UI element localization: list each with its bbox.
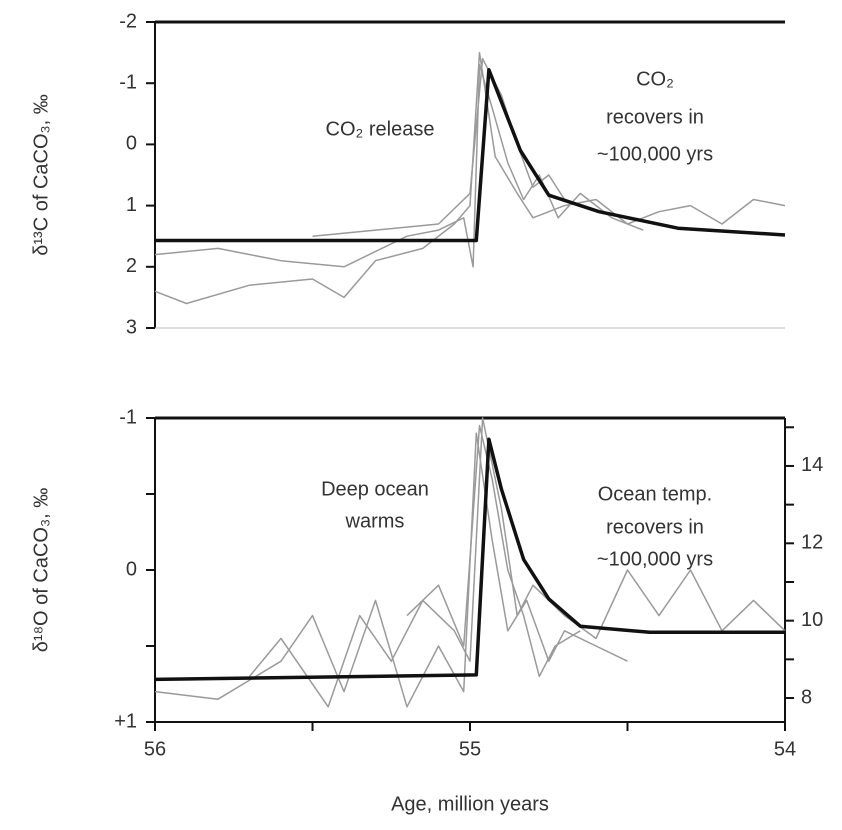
y2-tick-label: 10 (801, 609, 823, 631)
data-line (154, 64, 644, 268)
data-line (154, 437, 785, 682)
annotation: CO₂ (636, 68, 674, 90)
y-tick-label: 0 (126, 558, 137, 580)
y-tick-label: -2 (119, 10, 137, 32)
x-tick-label: 56 (144, 738, 166, 760)
annotation: ~100,000 yrs (597, 143, 713, 165)
y-tick-label: 1 (126, 194, 137, 216)
annotation: Ocean temp. (598, 483, 713, 505)
y-tick-label: 2 (126, 255, 137, 277)
y-tick-label: -1 (119, 406, 137, 428)
y2-tick-label: 12 (801, 532, 823, 554)
y-tick-label: 0 (126, 133, 137, 155)
data-line (154, 432, 628, 708)
data-line (155, 67, 786, 243)
y2-tick-label: 8 (801, 686, 812, 708)
annotation: ~100,000 yrs (597, 548, 713, 570)
data-line (154, 51, 786, 305)
annotation: Deep ocean (321, 478, 429, 500)
annotation: recovers in (606, 516, 704, 538)
data-line (406, 424, 581, 678)
y-axis-title: δ¹⁸O of CaCO₃, ‰ (30, 488, 52, 652)
annotation: warms (345, 510, 405, 532)
annotation: recovers in (606, 106, 704, 128)
y-tick-label: 3 (126, 316, 137, 338)
x-axis-title: Age, million years (391, 793, 549, 815)
y-tick-label: +1 (114, 710, 137, 732)
x-tick-label: 55 (459, 738, 481, 760)
data-line (312, 57, 566, 237)
y2-tick-label: 14 (801, 454, 823, 476)
x-tick-label: 54 (774, 738, 796, 760)
y-tick-label: -1 (119, 71, 137, 93)
data-line (248, 417, 786, 708)
annotation: CO₂ release (326, 118, 435, 140)
y-axis-title: δ¹³C of CaCO₃, ‰ (30, 94, 52, 256)
